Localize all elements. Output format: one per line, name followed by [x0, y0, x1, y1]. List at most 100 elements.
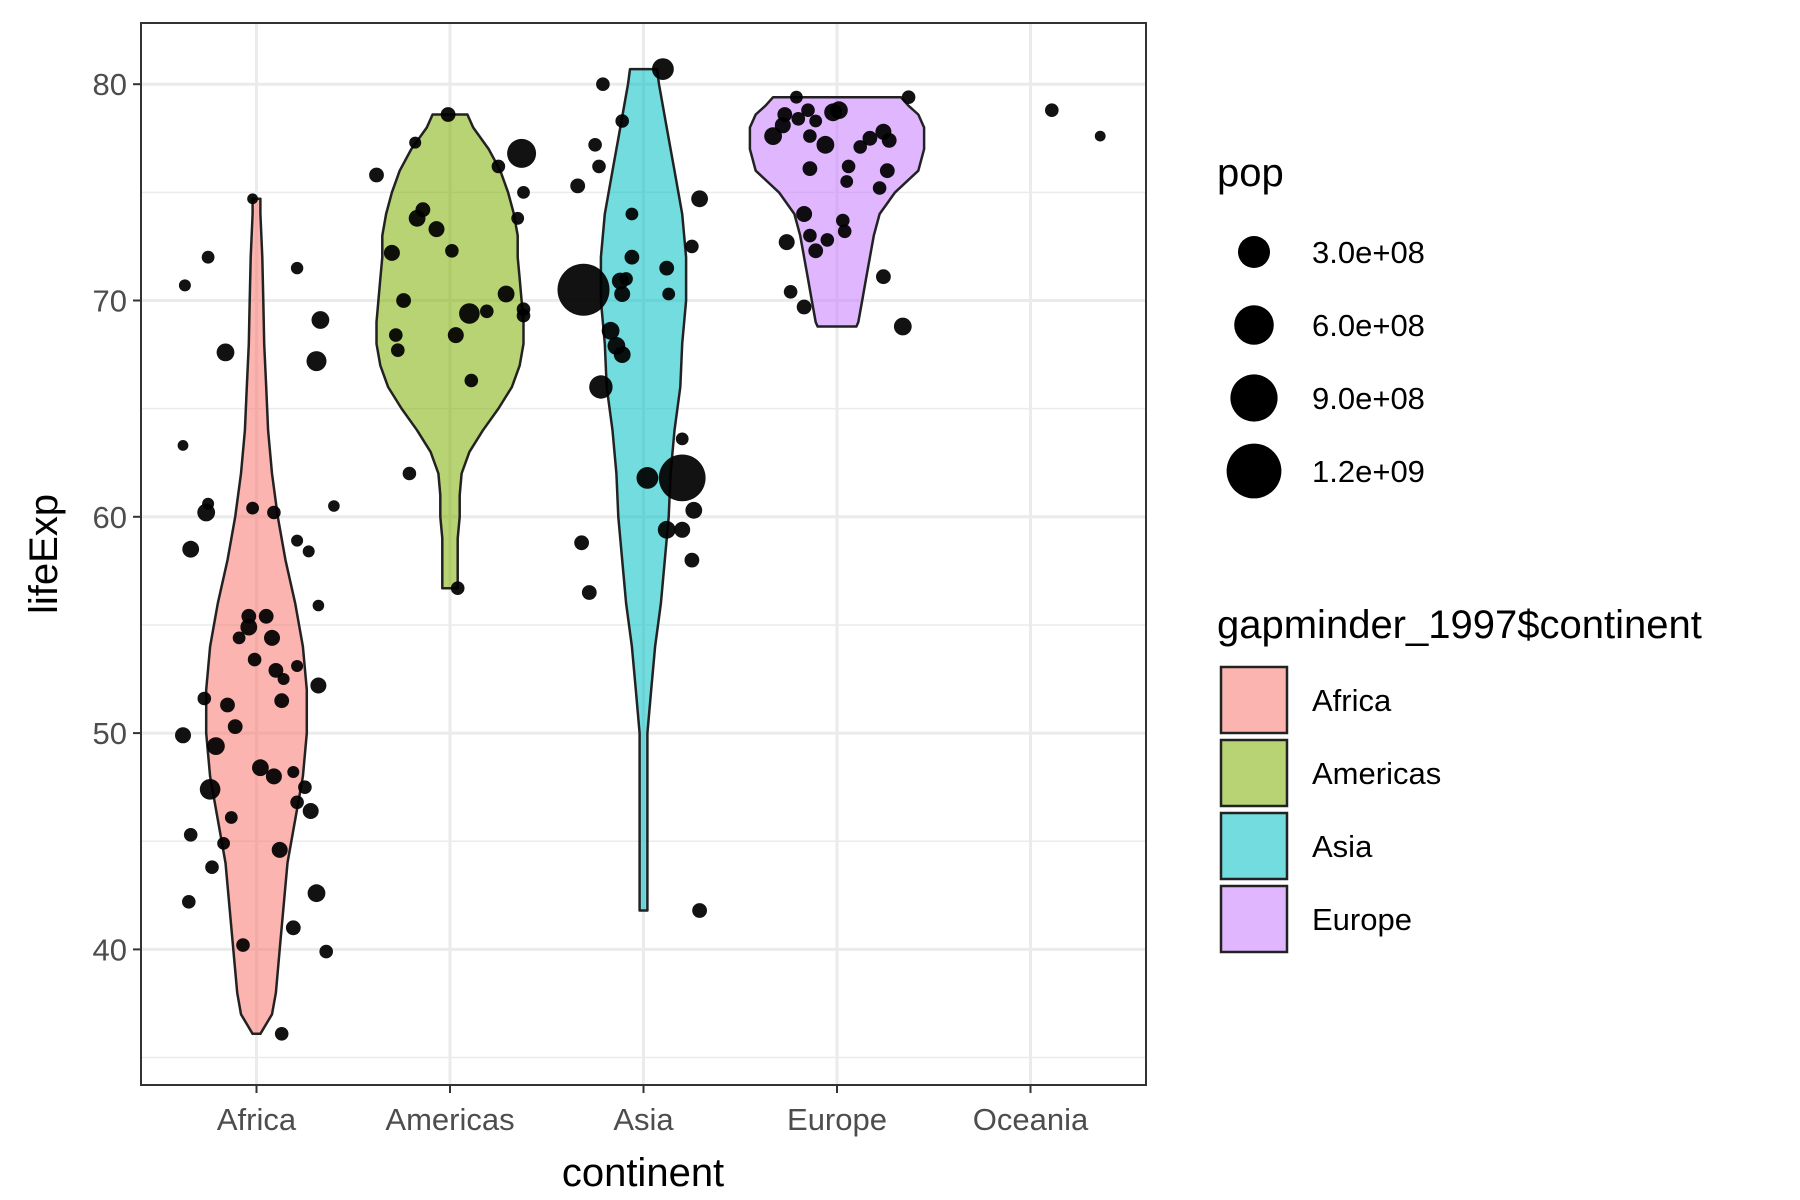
data-point [389, 328, 403, 342]
fill-legend-key [1219, 884, 1289, 954]
data-point [285, 920, 301, 936]
size-legend-label: 1.2e+09 [1312, 454, 1425, 489]
data-point [459, 303, 480, 324]
data-point [596, 77, 610, 91]
data-point [312, 599, 325, 612]
data-point [570, 178, 586, 194]
data-point [197, 503, 216, 522]
data-point [311, 311, 330, 329]
size-legend-label: 9.0e+08 [1312, 381, 1425, 416]
data-point [328, 500, 340, 512]
data-point [816, 135, 835, 154]
data-point [574, 535, 589, 551]
fill-legend-label: Europe [1312, 902, 1412, 937]
data-point [820, 233, 835, 247]
data-point [207, 737, 225, 755]
data-point [236, 938, 250, 952]
data-point [592, 159, 606, 174]
data-point [862, 130, 878, 146]
data-point [674, 521, 691, 538]
size-legend-label: 3.0e+08 [1312, 235, 1425, 270]
data-point [396, 293, 411, 308]
size-legend-key [1238, 236, 1270, 268]
data-point [287, 766, 300, 778]
fill-legend-key [1219, 811, 1289, 881]
data-point [247, 652, 262, 667]
data-point [177, 440, 189, 451]
data-point [881, 133, 897, 148]
data-point [652, 58, 674, 80]
size-legend-title: pop [1217, 151, 1284, 195]
data-point [290, 795, 304, 810]
data-point [808, 243, 824, 259]
data-point [369, 167, 384, 183]
legend: pop gapminder_1997$continent 3.0e+08 6.0e… [1217, 151, 1702, 954]
data-point [298, 780, 312, 794]
y-tick-label: 50 [93, 716, 127, 751]
data-point [201, 250, 215, 264]
fill-legend-title: gapminder_1997$continent [1217, 603, 1702, 647]
x-axis-title: continent [562, 1151, 724, 1195]
fill-legend-label: Africa [1312, 683, 1392, 718]
data-point [796, 299, 812, 315]
data-point [182, 540, 200, 558]
y-tick-label: 60 [93, 500, 127, 535]
data-point [658, 454, 706, 502]
data-point [199, 779, 221, 800]
fill-legend-key [1219, 665, 1289, 735]
data-point [601, 321, 620, 340]
data-point [684, 552, 700, 568]
data-point [614, 286, 631, 302]
data-point [183, 828, 198, 842]
size-legend-key [1234, 305, 1274, 345]
data-point [624, 249, 640, 265]
fill-legend-label: Asia [1312, 829, 1373, 864]
y-axis-title: lifeExp [22, 494, 66, 614]
data-point [803, 129, 817, 143]
data-point [588, 138, 602, 152]
data-point [517, 186, 530, 199]
data-point [319, 944, 334, 959]
data-point [291, 660, 304, 672]
data-point [802, 161, 818, 177]
data-point [415, 202, 431, 218]
data-point [625, 207, 639, 221]
data-point [274, 1027, 289, 1041]
data-point [258, 608, 274, 624]
data-point [657, 520, 676, 539]
x-tick-label: Africa [217, 1102, 297, 1137]
data-point [777, 107, 793, 122]
data-point [232, 631, 246, 645]
data-point [685, 239, 699, 254]
data-point [1094, 130, 1106, 142]
fill-legend-key [1219, 738, 1289, 808]
data-point [778, 234, 795, 251]
data-point [265, 768, 282, 785]
data-point [409, 136, 422, 149]
data-point [581, 585, 597, 600]
data-point [445, 244, 459, 258]
data-point [491, 159, 506, 174]
data-point [796, 206, 813, 222]
data-point [383, 244, 400, 261]
data-point [310, 677, 327, 694]
data-point [240, 618, 258, 636]
data-point [611, 272, 629, 290]
data-point [182, 895, 196, 909]
data-point [220, 697, 235, 713]
fill-legend-label: Americas [1312, 756, 1441, 791]
data-point [216, 343, 235, 362]
data-point [516, 308, 531, 323]
data-point [1045, 103, 1059, 117]
data-point [450, 581, 465, 595]
data-point [224, 811, 238, 824]
data-point [901, 90, 916, 104]
data-point [893, 317, 912, 336]
data-point [205, 860, 219, 874]
data-point [217, 837, 231, 850]
data-point [809, 114, 823, 128]
x-tick-label: Americas [385, 1102, 514, 1137]
x-tick-label: Europe [787, 1102, 887, 1137]
violin-europe [748, 95, 926, 328]
